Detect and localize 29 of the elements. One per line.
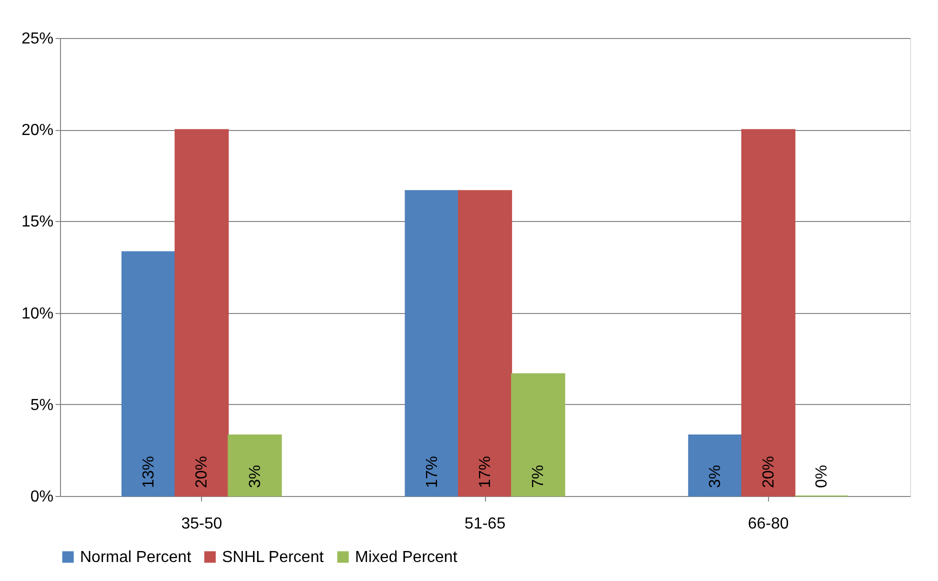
bar xyxy=(404,190,459,496)
data-label: 20% xyxy=(194,456,211,488)
data-label: 0% xyxy=(813,464,830,488)
y-tick-label: 0% xyxy=(30,488,54,506)
y-tick-label: 15% xyxy=(21,214,54,231)
y-tick-label: 10% xyxy=(21,305,54,322)
bar xyxy=(174,129,229,496)
bar xyxy=(511,373,566,496)
data-label: 20% xyxy=(760,456,778,488)
x-tick-label: 35-50 xyxy=(181,516,222,532)
y-tick-label: 20% xyxy=(21,122,54,140)
y-tick-label: 5% xyxy=(30,396,54,414)
data-label: 17% xyxy=(424,456,441,488)
legend-label: Normal Percent xyxy=(80,549,192,566)
data-label: 3% xyxy=(707,464,724,488)
data-label: 7% xyxy=(530,464,548,488)
bar xyxy=(121,251,176,496)
x-tick-label: 66-80 xyxy=(748,516,789,532)
legend-label: Mixed Percent xyxy=(355,549,458,566)
y-tick-label: 25% xyxy=(21,30,54,48)
data-label: 13% xyxy=(140,456,158,488)
legend-label: SNHL Percent xyxy=(222,549,324,566)
bar xyxy=(741,129,796,496)
x-tick-label: 51-65 xyxy=(464,516,506,532)
bar xyxy=(458,190,512,496)
bar xyxy=(688,434,742,496)
data-label: 17% xyxy=(477,456,494,488)
data-label: 3% xyxy=(246,464,264,488)
bar xyxy=(228,434,282,496)
